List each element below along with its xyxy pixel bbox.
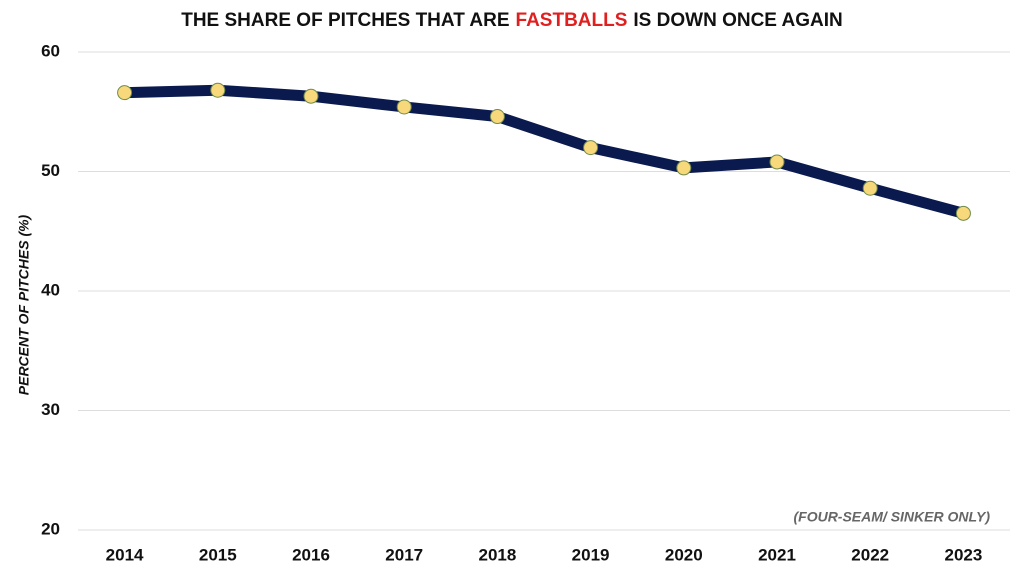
x-tick-label: 2016 xyxy=(292,545,330,564)
data-point xyxy=(396,99,412,115)
data-point xyxy=(955,205,971,221)
data-point xyxy=(117,85,133,101)
data-point xyxy=(862,180,878,196)
y-tick-label: 50 xyxy=(41,161,60,180)
title-part: THE SHARE OF PITCHES THAT ARE xyxy=(181,10,509,31)
chart-title: THE SHARE OF PITCHES THAT ARE FASTBALLS IS… xyxy=(181,10,843,31)
x-tick-label: 2019 xyxy=(572,545,610,564)
data-line xyxy=(119,84,969,219)
x-tick-label: 2015 xyxy=(199,545,237,564)
y-tick-label: 20 xyxy=(41,519,60,538)
data-point xyxy=(210,82,226,98)
data-point xyxy=(489,109,505,125)
y-tick-label: 30 xyxy=(41,400,60,419)
data-point xyxy=(676,160,692,176)
x-tick-label: 2018 xyxy=(478,545,516,564)
y-axis-label: PERCENT OF PITCHES (%) xyxy=(16,214,32,395)
title-part: IS DOWN ONCE AGAIN xyxy=(633,10,842,31)
y-tick-label: 40 xyxy=(41,280,60,299)
data-point xyxy=(303,88,319,104)
annotation: (FOUR-SEAM/ SINKER ONLY) xyxy=(793,509,990,525)
data-point xyxy=(583,140,599,156)
x-tick-label: 2017 xyxy=(385,545,423,564)
title-part: FASTBALLS xyxy=(516,10,628,31)
data-point xyxy=(769,154,785,170)
x-tick-label: 2023 xyxy=(944,545,982,564)
x-tick-label: 2022 xyxy=(851,545,889,564)
x-tick-label: 2014 xyxy=(106,545,144,564)
x-tick-label: 2020 xyxy=(665,545,703,564)
y-tick-label: 60 xyxy=(41,41,60,60)
x-tick-label: 2021 xyxy=(758,545,796,564)
